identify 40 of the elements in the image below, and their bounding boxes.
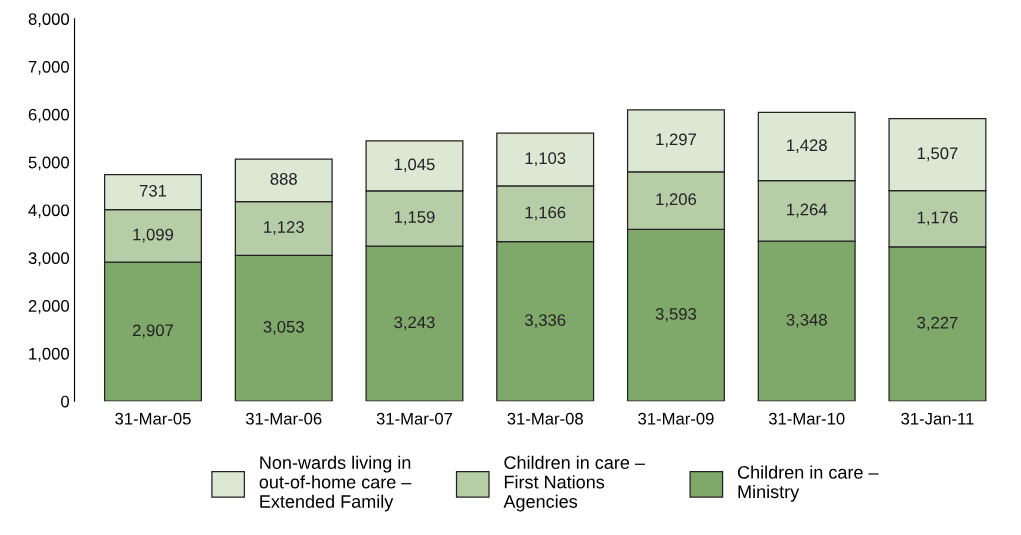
y-tick-label: 7,000 bbox=[28, 60, 70, 75]
data-label: 1,206 bbox=[656, 193, 697, 208]
y-tick-label: 8,000 bbox=[28, 13, 70, 27]
data-label: 1,045 bbox=[394, 158, 435, 173]
data-label: 3,336 bbox=[525, 314, 566, 328]
data-label: 888 bbox=[270, 173, 297, 185]
data-label: 3,243 bbox=[394, 316, 435, 331]
data-label: 1,507 bbox=[917, 147, 958, 162]
data-label: 3,348 bbox=[786, 313, 827, 328]
legend-label: Non-wards living in out-of-home care – Extended Family bbox=[259, 455, 412, 512]
data-label: 1,264 bbox=[787, 203, 828, 218]
y-tick-label: 2,000 bbox=[28, 300, 70, 314]
x-tick-label: 31-Mar-07 bbox=[376, 412, 453, 425]
x-tick-label: 31-Mar-05 bbox=[115, 412, 191, 425]
x-tick-label: 31-Mar-09 bbox=[638, 412, 714, 425]
y-tick-label: 1,000 bbox=[29, 347, 70, 362]
data-label: 1,103 bbox=[525, 152, 566, 167]
x-tick-label: 31-Mar-08 bbox=[507, 412, 583, 425]
legend-label: Children in care – Ministry bbox=[737, 465, 879, 502]
data-label: 1,428 bbox=[787, 139, 827, 154]
y-tick-label: 3,000 bbox=[28, 252, 70, 266]
y-tick-label: 4,000 bbox=[28, 204, 70, 219]
data-label: 731 bbox=[139, 184, 167, 197]
data-label: 3,053 bbox=[263, 320, 304, 335]
y-tick-label: 0 bbox=[61, 395, 70, 408]
data-label: 1,297 bbox=[656, 133, 696, 148]
y-tick-label: 6,000 bbox=[28, 108, 70, 123]
data-label: 1,159 bbox=[394, 211, 435, 225]
y-tick-label: 5,000 bbox=[28, 156, 70, 171]
x-tick-label: 31-Mar-10 bbox=[768, 412, 845, 425]
data-label: 1,099 bbox=[133, 228, 174, 243]
data-label: 3,227 bbox=[917, 316, 958, 331]
x-tick-label: 31-Jan-11 bbox=[901, 412, 974, 425]
data-label: 3,593 bbox=[655, 308, 697, 322]
data-label: 2,907 bbox=[132, 324, 173, 339]
data-label: 1,166 bbox=[525, 206, 566, 221]
data-label: 1,176 bbox=[917, 211, 958, 226]
legend-label: Children in care – First Nations Agencies bbox=[503, 455, 645, 512]
x-tick-label: 31-Mar-06 bbox=[245, 412, 322, 425]
data-label: 1,123 bbox=[264, 221, 304, 235]
